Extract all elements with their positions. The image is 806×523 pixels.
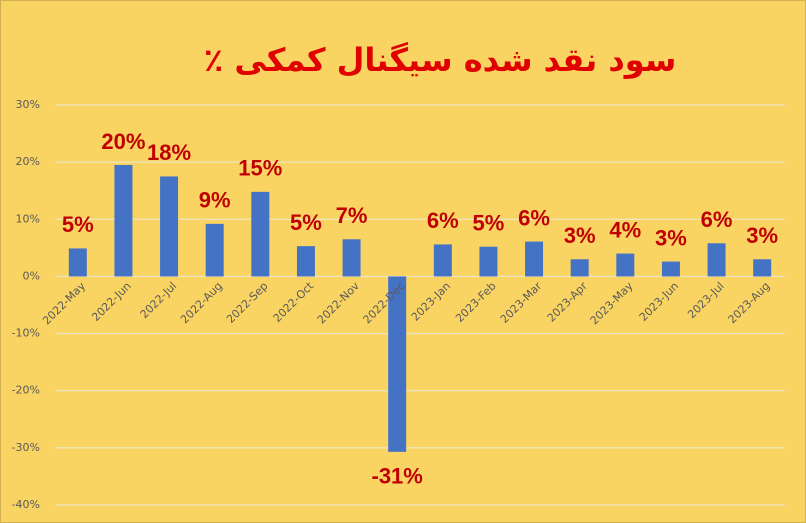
x-tick-label: 2022-Jun (89, 279, 133, 323)
value-label: -31% (372, 464, 423, 489)
bar (661, 261, 680, 277)
x-tick-label: 2022-Aug (178, 279, 225, 326)
y-tick-label: 30% (16, 98, 40, 111)
y-tick-label: 0% (23, 269, 40, 282)
bar (160, 176, 179, 277)
bar (753, 259, 772, 277)
value-label: 3% (655, 225, 687, 250)
value-label: 5% (290, 210, 322, 235)
x-tick-label: 2022-Jul (138, 279, 180, 321)
y-tick-label: 10% (16, 212, 40, 225)
bar (525, 241, 544, 277)
x-tick-label: 2022-Nov (315, 279, 362, 326)
value-label: 5% (62, 212, 94, 237)
value-label: 6% (701, 207, 733, 232)
bar (388, 276, 407, 452)
x-tick-label: 2023-Jan (409, 279, 453, 323)
x-tick-label: 2023-Aug (726, 279, 773, 326)
value-label: 6% (518, 205, 550, 230)
bar (342, 239, 361, 277)
bar (570, 259, 589, 277)
y-tick-label: -30% (12, 441, 40, 454)
value-label: 3% (746, 223, 778, 248)
value-label: 4% (609, 217, 641, 242)
x-tick-label: 2022-Sep (224, 279, 270, 325)
bar (296, 246, 315, 277)
value-label: 18% (147, 140, 191, 165)
x-tick-label: 2022-Oct (271, 279, 317, 325)
x-tick-label: 2023-Apr (545, 279, 590, 324)
bar (616, 253, 635, 277)
value-label: 20% (101, 129, 145, 154)
x-tick-label: 2022-May (40, 279, 88, 327)
bar (205, 223, 224, 277)
x-tick-label: 2023-May (588, 279, 636, 327)
value-label: 3% (564, 223, 596, 248)
bar (707, 243, 726, 277)
y-tick-label: -20% (12, 384, 40, 397)
bar (479, 246, 498, 277)
bar (114, 165, 133, 277)
value-label: 7% (336, 203, 368, 228)
value-label: 15% (238, 156, 282, 181)
bar (251, 191, 270, 277)
bar (68, 248, 87, 277)
x-tick-label: 2023-Feb (453, 279, 499, 325)
y-tick-label: -10% (12, 327, 40, 340)
x-tick-label: 2023-Jul (685, 279, 727, 321)
value-label: 9% (199, 188, 231, 213)
chart-title: سود نقد شده سیگنال کمکی ٪ (204, 41, 677, 79)
bar (433, 244, 452, 277)
value-label: 6% (427, 208, 459, 233)
x-tick-label: 2023-Jun (637, 279, 681, 323)
value-label: 5% (473, 211, 505, 236)
x-tick-label: 2023-Mar (498, 279, 545, 326)
y-tick-label: 20% (16, 155, 40, 168)
y-tick-label: -40% (12, 498, 40, 511)
